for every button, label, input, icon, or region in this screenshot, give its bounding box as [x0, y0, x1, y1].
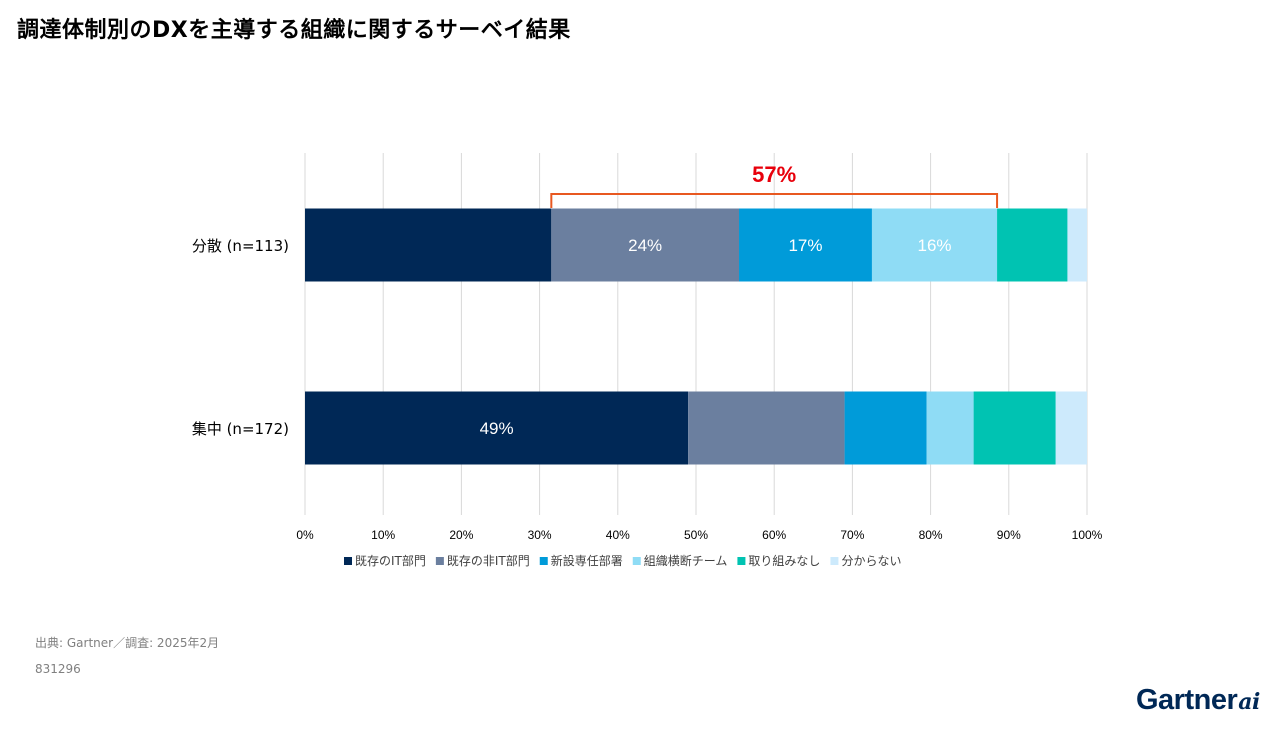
gartner-logo: Gartnerai [1136, 684, 1260, 717]
legend: 既存のIT部門 既存の非IT部門 新設専任部署 組織横断チーム 取り組みなし 分からない [344, 553, 901, 568]
x-tick-label: 10% [371, 528, 395, 542]
x-tick-label: 90% [997, 528, 1021, 542]
legend-label: 組織横断チーム [644, 553, 728, 568]
chart-title: 調達体制別のDXを主導する組織に関するサーベイ結果 [17, 18, 571, 43]
legend-swatch [737, 557, 746, 565]
bar-segment [305, 208, 552, 282]
annotation-bracket: 57% [550, 162, 999, 208]
legend-swatch [435, 557, 444, 565]
x-tick-label: 0% [296, 528, 314, 542]
document-id: 831296 [35, 662, 81, 676]
bar-segment [1067, 208, 1087, 282]
annotation-label: 57% [752, 162, 796, 187]
legend-label: 取り組みなし [748, 554, 820, 568]
category-labels: 分散 (n=113) 集中 (n=172) [192, 237, 289, 438]
x-tick-label: 70% [840, 528, 864, 542]
x-tick-label: 50% [684, 528, 708, 542]
source-note: 出典: Gartner／調査: 2025年2月 [35, 636, 220, 650]
category-label: 分散 (n=113) [192, 237, 289, 255]
legend-label: 新設専任部署 [551, 553, 623, 568]
category-label: 集中 (n=172) [192, 420, 289, 438]
x-tick-label: 100% [1072, 528, 1103, 542]
bar-segment [688, 391, 845, 465]
legend-label: 分からない [841, 554, 901, 568]
logo-text: Gartner [1136, 684, 1238, 716]
bar-segment [871, 208, 998, 282]
x-tick-label: 80% [919, 528, 943, 542]
x-tick-label: 30% [528, 528, 552, 542]
legend-swatch [632, 557, 641, 565]
x-axis-ticks: 0% 10% 20% 30% 40% 50% 60% 70% 80% 90% 100% [296, 528, 1102, 542]
logo-ai-suffix: ai [1238, 689, 1260, 715]
bar-segment [844, 391, 927, 465]
annotation-bracket-line [550, 193, 999, 208]
legend-swatch [344, 557, 352, 565]
bar-data-label: 49% [480, 419, 514, 438]
legend-label: 既存のIT部門 [355, 553, 426, 568]
bar-segment [551, 208, 740, 282]
x-tick-label: 60% [762, 528, 786, 542]
bar-segment [926, 391, 974, 465]
legend-swatch [830, 557, 839, 565]
x-tick-label: 40% [606, 528, 630, 542]
legend-label: 既存の非IT部門 [447, 553, 530, 568]
bar-segment [973, 391, 1056, 465]
bar-segment [1055, 391, 1087, 465]
bar-data-label: 24% [628, 236, 662, 255]
bar-data-label: 16% [917, 236, 951, 255]
bar-segment [997, 208, 1068, 282]
bar-data-label: 17% [788, 236, 822, 255]
bar-segment [305, 391, 689, 465]
bar-data-labels: 24% 17% 16% 49% [480, 236, 952, 438]
x-tick-label: 20% [449, 528, 473, 542]
bars [305, 208, 1087, 465]
bar-segment [739, 208, 872, 282]
legend-swatch [539, 557, 548, 565]
